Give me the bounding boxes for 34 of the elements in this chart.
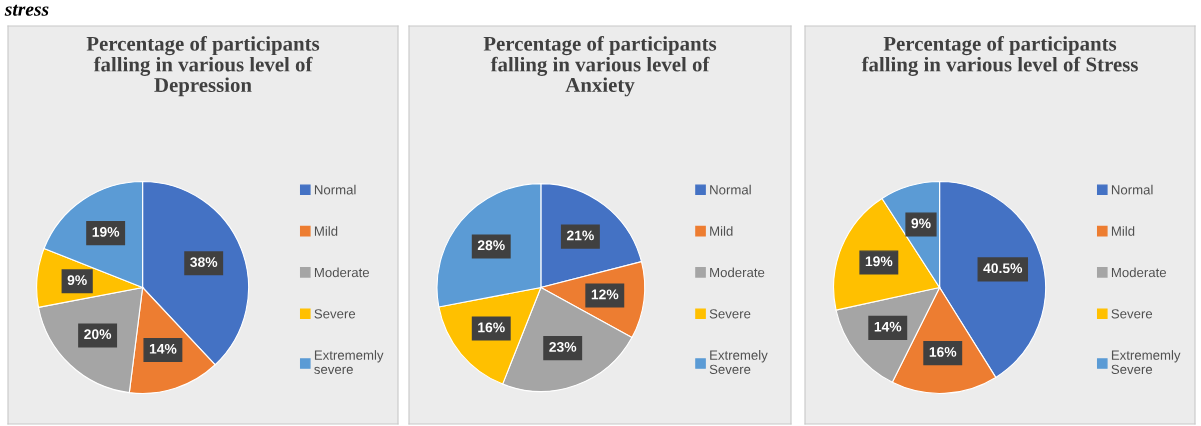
legend-label: Mild	[1111, 226, 1135, 236]
data-label: 9%	[67, 275, 87, 286]
chart-title: Percentage of participants falling in various level of Depression	[86, 35, 320, 97]
legend-label: Moderate	[1111, 267, 1167, 278]
legend-label: Normal	[314, 184, 356, 195]
legend-label: Severe	[314, 309, 356, 319]
legend-label: Severe	[709, 309, 751, 319]
chart-title: Percentage of participants falling in various level of Anxiety	[483, 35, 717, 97]
data-label: 20%	[84, 329, 112, 340]
data-label: 9%	[911, 218, 931, 229]
data-label: 40.5%	[983, 263, 1023, 274]
chart-title: Percentage of participants falling in various level of Stress	[861, 35, 1138, 76]
data-label: 19%	[92, 227, 120, 237]
data-label: 23%	[549, 342, 577, 352]
data-label: 14%	[149, 343, 177, 354]
legend-label: Normal	[1111, 184, 1153, 195]
text: stress	[4, 4, 49, 16]
data-label: 14%	[874, 321, 902, 332]
legend-label: Mild	[710, 226, 733, 236]
legend-label: Extrememly Severe	[1111, 350, 1181, 375]
legend-label: Moderate	[314, 267, 370, 278]
data-label: 38%	[190, 257, 218, 268]
legend-label: Moderate	[710, 267, 765, 278]
legend-label: Extrememly severe	[314, 350, 384, 375]
data-label: 19%	[865, 256, 893, 267]
legend-label: Extremely Severe	[709, 350, 768, 375]
data-label: 12%	[591, 289, 619, 300]
data-label: 16%	[478, 322, 505, 333]
data-label: 28%	[477, 240, 505, 251]
legend-label: Severe	[1111, 309, 1153, 319]
legend-label: Mild	[314, 226, 338, 236]
legend-label: Normal	[710, 184, 751, 195]
data-label: 16%	[929, 347, 957, 357]
data-label: 21%	[566, 230, 594, 241]
